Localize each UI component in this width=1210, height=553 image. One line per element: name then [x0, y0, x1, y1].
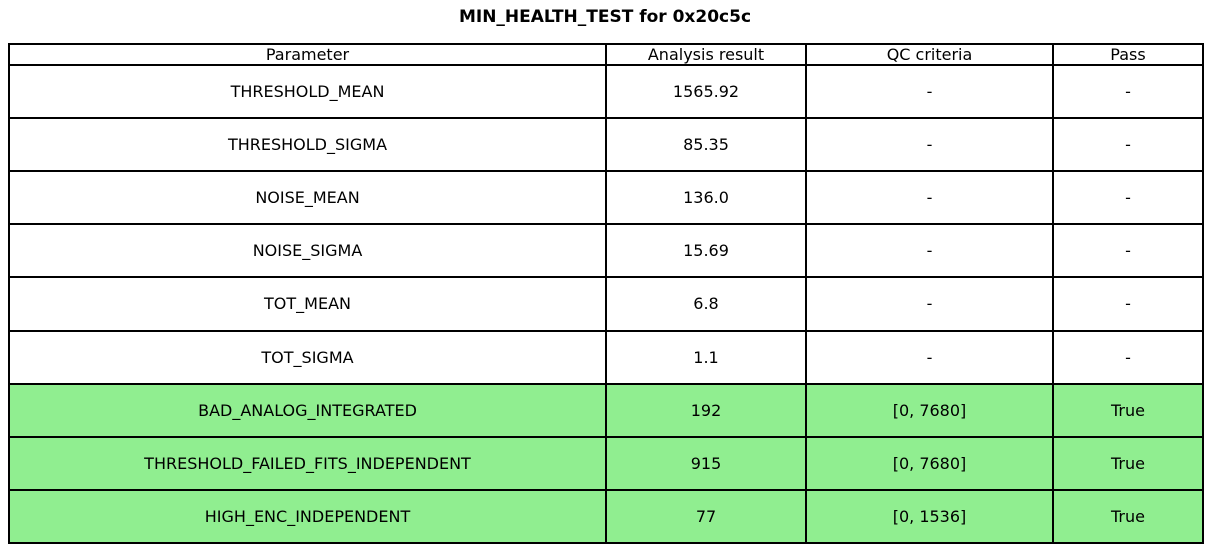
cell-analysis_result: 915: [605, 435, 807, 491]
table-row: NOISE_MEAN 136.0- -: [8, 170, 1204, 226]
cell-analysis_result: 136.0: [605, 170, 807, 226]
cell-analysis_result: 85.35: [605, 117, 807, 173]
cell-pass: -: [1052, 276, 1204, 332]
cell-qc_criteria: [0, 1536]: [805, 488, 1054, 545]
cell-qc_criteria: -: [805, 223, 1054, 279]
cell-analysis_result: 77: [605, 488, 807, 545]
cell-qc_criteria: -: [805, 170, 1054, 226]
cell-pass: True: [1052, 488, 1204, 545]
cell-parameter: THRESHOLD_SIGMA: [8, 117, 607, 173]
cell-pass: -: [1052, 170, 1204, 226]
column-header-parameter: Parameter: [8, 43, 607, 66]
cell-parameter: THRESHOLD_MEAN: [8, 63, 607, 120]
table-row: HIGH_ENC_INDEPENDENT 77 [0, 1536] True: [8, 488, 1204, 545]
cell-pass: -: [1052, 329, 1204, 385]
cell-qc_criteria: [0, 7680]: [805, 435, 1054, 491]
table-row: THRESHOLD_SIGMA 85.35- -: [8, 117, 1204, 173]
cell-pass: True: [1052, 382, 1204, 438]
column-header-pass: Pass: [1052, 43, 1204, 66]
column-header-analysis_result: Analysis result: [605, 43, 807, 66]
figure-title: MIN_HEALTH_TEST for 0x20c5c: [458, 7, 752, 27]
cell-analysis_result: 1565.92: [605, 63, 807, 120]
cell-qc_criteria: -: [805, 329, 1054, 385]
table-row: THRESHOLD_FAILED_FITS_INDEPENDENT 915 [0, …: [8, 435, 1204, 491]
cell-analysis_result: 1.1: [605, 329, 807, 385]
cell-parameter: THRESHOLD_FAILED_FITS_INDEPENDENT: [8, 435, 607, 491]
cell-parameter: HIGH_ENC_INDEPENDENT: [8, 488, 607, 545]
header-row: Parameter Analysis result QC criteria Pass: [8, 43, 1204, 66]
table-row: NOISE_SIGMA 15.69- -: [8, 223, 1204, 279]
cell-parameter: TOT_MEAN: [8, 276, 607, 332]
cell-analysis_result: 6.8: [605, 276, 807, 332]
cell-pass: -: [1052, 223, 1204, 279]
cell-analysis_result: 192: [605, 382, 807, 438]
qc-results-table: Parameter Analysis result QC criteria Pass …: [8, 43, 1204, 545]
cell-parameter: BAD_ANALOG_INTEGRATED: [8, 382, 607, 438]
cell-pass: True: [1052, 435, 1204, 491]
cell-pass: -: [1052, 117, 1204, 173]
cell-qc_criteria: -: [805, 276, 1054, 332]
cell-parameter: TOT_SIGMA: [8, 329, 607, 385]
table-row: BAD_ANALOG_INTEGRATED 192 [0, 7680] True: [8, 382, 1204, 438]
table-row: TOT_SIGMA 1.1- -: [8, 329, 1204, 385]
cell-parameter: NOISE_MEAN: [8, 170, 607, 226]
cell-qc_criteria: -: [805, 63, 1054, 120]
column-header-qc_criteria: QC criteria: [805, 43, 1054, 66]
table-row: THRESHOLD_MEAN 1565.92- -: [8, 63, 1204, 120]
table-row: TOT_MEAN 6.8- -: [8, 276, 1204, 332]
cell-qc_criteria: -: [805, 117, 1054, 173]
cell-qc_criteria: [0, 7680]: [805, 382, 1054, 438]
cell-parameter: NOISE_SIGMA: [8, 223, 607, 279]
cell-analysis_result: 15.69: [605, 223, 807, 279]
cell-pass: -: [1052, 63, 1204, 120]
